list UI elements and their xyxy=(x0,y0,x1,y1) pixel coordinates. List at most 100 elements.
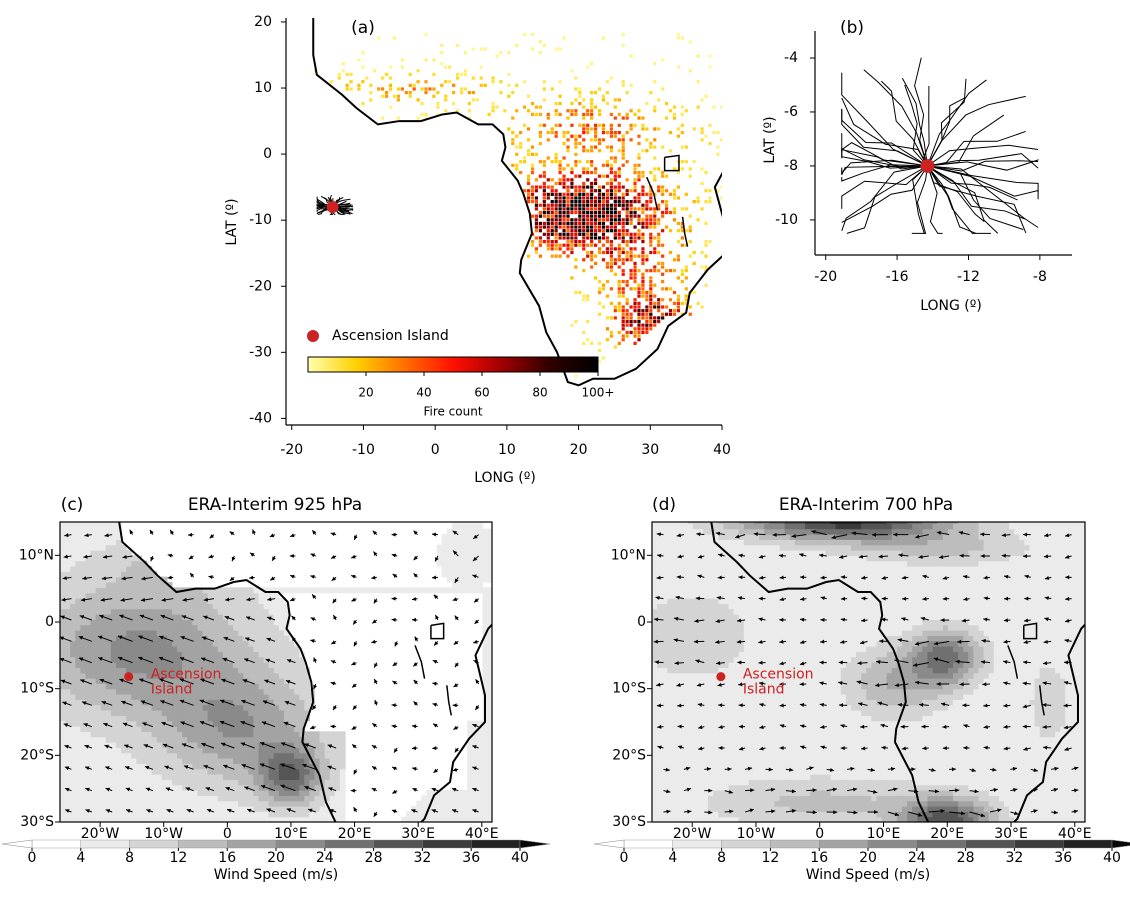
contour-cell xyxy=(126,646,132,652)
contour-cell xyxy=(243,795,249,801)
contour-cell xyxy=(106,673,112,679)
contour-cell xyxy=(253,774,259,780)
fire-pixel xyxy=(661,229,664,232)
contour-cell xyxy=(172,635,178,641)
colorbar-tick-label: 32 xyxy=(413,850,431,866)
contour-cell xyxy=(177,758,183,764)
contour-cell xyxy=(177,790,183,796)
contour-cell xyxy=(182,731,188,737)
contour-cell xyxy=(238,609,244,615)
contour-cell xyxy=(304,801,310,807)
fire-pixel xyxy=(547,113,550,116)
fire-pixel xyxy=(610,240,613,243)
fire-pixel xyxy=(598,342,601,345)
fire-pixel xyxy=(645,313,648,316)
contour-cell xyxy=(218,726,224,732)
fire-pixel xyxy=(559,95,562,98)
contour-cell xyxy=(299,795,305,801)
contour-cell xyxy=(136,742,142,748)
fire-pixel xyxy=(697,80,700,83)
fire-pixel xyxy=(637,193,640,196)
contour-cell xyxy=(101,801,107,807)
contour-cell xyxy=(182,806,188,812)
contour-cell xyxy=(75,731,81,737)
fire-pixel xyxy=(381,76,384,79)
fire-pixel xyxy=(590,127,593,130)
fire-pixel xyxy=(555,236,558,239)
fire-pixel xyxy=(626,131,629,134)
fire-pixel xyxy=(689,225,692,228)
fire-pixel xyxy=(665,269,668,272)
contour-cell xyxy=(60,774,66,780)
fire-pixel xyxy=(653,138,656,141)
contour-cell xyxy=(116,571,122,577)
contour-cell xyxy=(126,683,132,689)
contour-cell xyxy=(111,630,117,636)
fire-pixel xyxy=(566,109,569,112)
fire-pixel xyxy=(582,204,585,207)
contour-cell xyxy=(294,699,300,705)
contour-cell xyxy=(243,662,249,668)
contour-cell xyxy=(197,710,203,716)
contour-cell xyxy=(80,523,86,529)
fire-pixel xyxy=(700,127,703,130)
fire-pixel xyxy=(681,280,684,283)
contour-cell xyxy=(233,614,239,620)
contour-cell xyxy=(75,555,81,561)
colorbar xyxy=(308,357,598,372)
fire-pixel xyxy=(424,33,427,36)
contour-cell xyxy=(126,593,132,599)
contour-cell xyxy=(279,683,285,689)
fire-pixel xyxy=(641,193,644,196)
fire-pixel xyxy=(633,305,636,308)
fire-pixel xyxy=(531,164,534,167)
contour-cell xyxy=(101,518,107,524)
contour-cell xyxy=(340,753,346,759)
fire-pixel xyxy=(511,116,514,119)
contour-cell xyxy=(192,593,198,599)
fire-pixel xyxy=(562,236,565,239)
contour-cell xyxy=(80,726,86,732)
fire-pixel xyxy=(720,196,723,199)
contour-cell xyxy=(131,646,137,652)
contour-cell xyxy=(192,689,198,695)
contour-cell xyxy=(116,630,122,636)
contour-cell xyxy=(177,742,183,748)
fire-pixel xyxy=(665,225,668,228)
contour-cell xyxy=(197,731,203,737)
contour-cell xyxy=(269,753,275,759)
fire-pixel xyxy=(649,142,652,145)
contour-cell xyxy=(203,609,209,615)
fire-pixel xyxy=(484,84,487,87)
contour-cell xyxy=(101,587,107,593)
y-tick-label: -20 xyxy=(249,278,272,294)
contour-cell xyxy=(136,667,142,673)
fire-pixel xyxy=(633,269,636,272)
contour-cell xyxy=(182,726,188,732)
contour-cell xyxy=(452,545,458,551)
contour-cell xyxy=(91,523,97,529)
contour-cell xyxy=(116,555,122,561)
contour-cell xyxy=(213,801,219,807)
contour-cell xyxy=(233,673,239,679)
colorbar-tick-label: 28 xyxy=(365,850,383,866)
contour-cell xyxy=(259,795,265,801)
fire-pixel xyxy=(551,240,554,243)
fire-pixel xyxy=(637,320,640,323)
fire-pixel xyxy=(614,106,617,109)
contour-cell xyxy=(177,598,183,604)
contour-cell xyxy=(335,774,341,780)
contour-cell xyxy=(253,603,259,609)
contour-cell xyxy=(91,667,97,673)
fire-pixel xyxy=(586,66,589,69)
contour-cell xyxy=(223,726,229,732)
fire-pixel xyxy=(594,196,597,199)
fire-pixel xyxy=(598,247,601,250)
contour-cell xyxy=(121,806,127,812)
contour-cell xyxy=(264,737,270,743)
fire-pixel xyxy=(622,44,625,47)
contour-cell xyxy=(218,710,224,716)
contour-cell xyxy=(482,753,488,759)
fire-pixel xyxy=(555,215,558,218)
contour-cell xyxy=(482,619,488,625)
